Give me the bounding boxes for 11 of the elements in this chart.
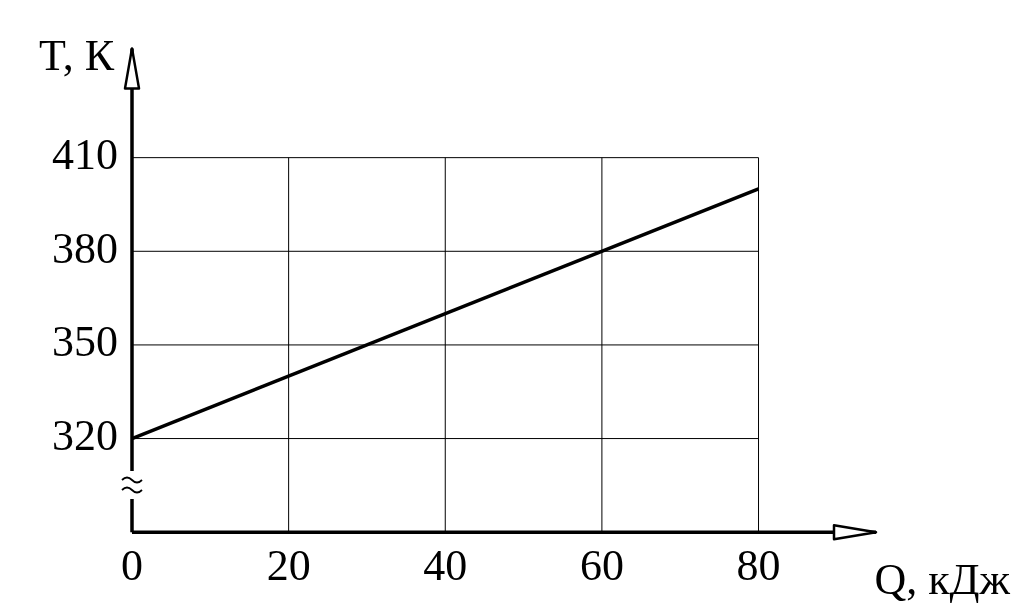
x-tick-label: 40: [423, 541, 468, 591]
y-tick-label: 410: [52, 130, 118, 180]
y-tick-label: 320: [52, 411, 118, 461]
y-tick-label: 350: [52, 317, 118, 367]
x-axis-title: Q, кДж: [874, 555, 1011, 605]
y-tick-label: 380: [52, 223, 118, 273]
x-tick-label: 80: [736, 541, 781, 591]
x-tick-label: 60: [579, 541, 624, 591]
x-tick-label: 0: [121, 541, 143, 591]
x-tick-label: 20: [266, 541, 311, 591]
y-axis-title: T, К: [39, 31, 115, 81]
